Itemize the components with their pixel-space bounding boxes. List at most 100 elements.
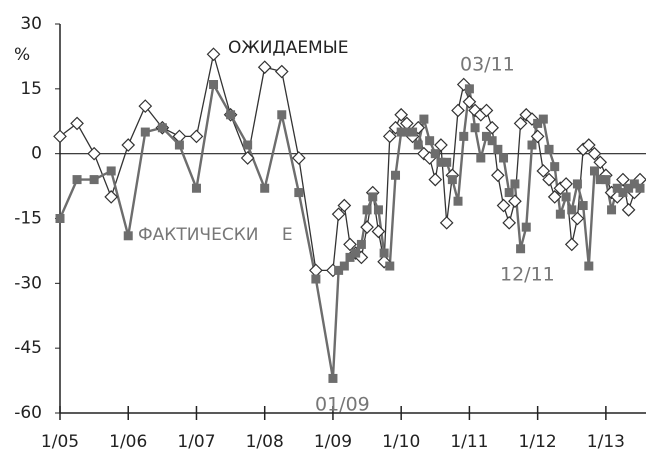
square-marker (504, 188, 514, 198)
diamond-marker (485, 120, 499, 135)
square-marker (430, 149, 440, 159)
square-marker (351, 248, 361, 258)
square-marker (368, 192, 378, 202)
square-marker (243, 140, 253, 150)
square-marker (550, 162, 560, 172)
x-tick-label: 1/11 (450, 432, 488, 452)
square-marker (624, 183, 634, 193)
diamond-marker (337, 198, 352, 213)
diamond-marker (371, 224, 386, 239)
square-marker (55, 214, 65, 223)
diamond-marker (593, 155, 608, 170)
x-tick-label: 1/06 (109, 432, 147, 452)
diamond-marker (291, 151, 306, 165)
y-tick-label: 30 (20, 14, 42, 34)
diamond-marker (394, 107, 409, 122)
square-marker (516, 244, 526, 254)
square-marker (391, 170, 401, 180)
x-tick-label: 1/08 (246, 432, 284, 452)
y-tick-label: -30 (14, 273, 42, 293)
diamond-marker (587, 146, 602, 161)
diamond-marker (508, 194, 522, 209)
x-tick-label: 1/09 (314, 432, 352, 452)
square-marker (487, 136, 497, 146)
diamond-marker (138, 99, 153, 113)
square-marker (89, 175, 99, 185)
annotation: 12/11 (500, 264, 555, 286)
square-marker (447, 175, 457, 185)
square-marker (396, 127, 406, 137)
diamond-marker (581, 138, 596, 152)
diamond-marker (547, 190, 562, 204)
y-axis-label: % (14, 45, 30, 65)
square-marker (584, 261, 594, 271)
diamond-marker (331, 207, 346, 222)
y-tick-label: 15 (20, 79, 42, 99)
square-marker (481, 131, 491, 141)
diamond-marker (502, 215, 517, 230)
diamond-marker (462, 94, 477, 109)
diamond-marker (519, 107, 534, 122)
diamond-marker (536, 164, 551, 178)
diamond-marker (360, 220, 374, 234)
series-label: ФАКТИЧЕСКИ Е (138, 225, 293, 245)
diamond-marker (570, 211, 585, 226)
diamond-marker (616, 172, 630, 187)
diamond-marker (377, 254, 391, 269)
diamond-marker (428, 172, 443, 187)
square-marker (425, 136, 435, 146)
square-marker (476, 153, 486, 163)
square-marker (379, 248, 389, 258)
y-tick-label: -45 (14, 338, 42, 358)
x-tick-label: 1/10 (382, 432, 420, 452)
diamond-marker (121, 138, 136, 152)
square-marker (612, 183, 622, 193)
diamond-marker (496, 198, 511, 213)
square-marker (521, 222, 531, 232)
series-label: ОЖИДАЕМЫЕ (228, 38, 348, 58)
square-marker (459, 131, 469, 141)
square-marker (572, 179, 582, 189)
square-marker (123, 231, 133, 241)
square-marker (362, 205, 372, 215)
annotation: 03/11 (460, 54, 515, 76)
square-marker (339, 261, 349, 271)
square-marker (260, 183, 270, 193)
x-tick-label: 1/13 (587, 432, 625, 452)
annotation: 01/09 (315, 394, 370, 416)
diamond-marker (525, 112, 539, 126)
square-marker (311, 274, 321, 284)
square-marker (538, 114, 548, 124)
square-marker (345, 252, 355, 262)
x-tick-label: 1/07 (177, 432, 215, 452)
square-marker (226, 110, 236, 120)
diamond-marker (257, 60, 272, 75)
square-marker (140, 127, 150, 137)
square-marker (436, 157, 446, 167)
square-marker (629, 179, 639, 189)
square-marker (555, 209, 565, 219)
y-tick-label: -60 (14, 403, 42, 423)
square-marker (527, 140, 537, 150)
diamond-marker (104, 190, 119, 204)
square-marker (356, 239, 366, 249)
square-marker (413, 140, 423, 150)
square-marker (294, 188, 304, 198)
square-marker (561, 192, 571, 202)
square-marker (334, 265, 344, 275)
diamond-marker (87, 146, 101, 161)
diamond-marker (382, 129, 397, 144)
square-marker (373, 205, 383, 215)
square-marker (408, 127, 418, 137)
square-marker (402, 127, 412, 137)
square-marker (157, 123, 167, 133)
square-marker (72, 175, 82, 185)
diamond-marker (417, 146, 431, 161)
square-marker (464, 84, 474, 94)
square-marker (493, 144, 503, 154)
y-tick-label: -15 (14, 209, 42, 229)
square-marker (453, 196, 463, 206)
square-marker (419, 114, 429, 124)
diamond-marker (451, 103, 465, 118)
square-marker (106, 166, 116, 176)
